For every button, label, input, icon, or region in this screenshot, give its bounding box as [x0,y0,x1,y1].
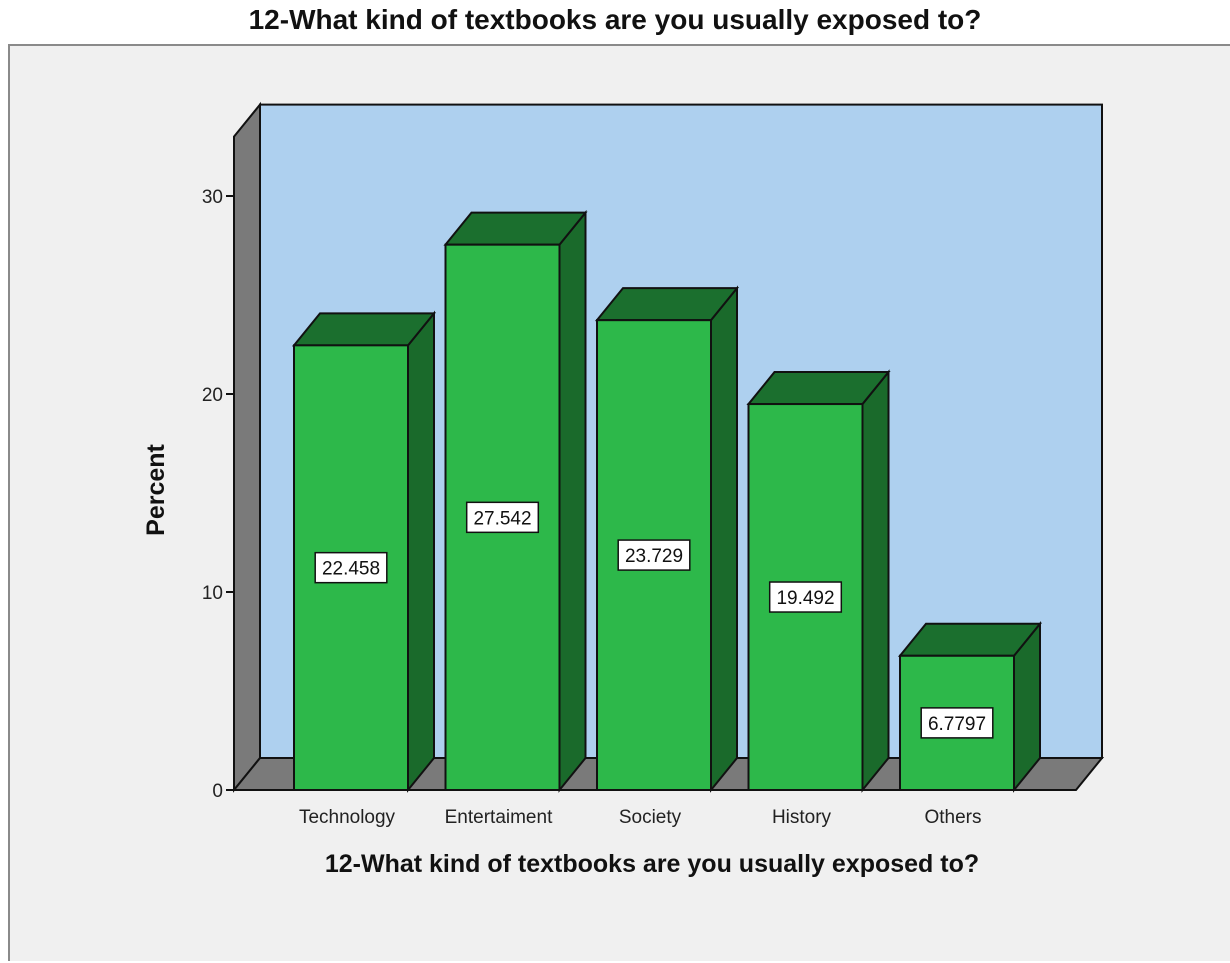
bar-chart: 0 10 20 30 22.458 27.542 23.729 19.492 6.7797 T… [10,46,1230,963]
chart-frame: 0 10 20 30 22.458 27.542 23.729 19.492 6.7797 T… [8,44,1230,961]
x-tick-label: Entertaiment [445,807,553,828]
data-label: 23.729 [625,546,683,567]
bar-others: 6.7797 [900,624,1040,790]
x-tick-label: Technology [299,807,396,828]
data-label: 19.492 [776,588,834,609]
data-label: 27.542 [473,508,531,529]
y-tick-label: 0 [212,781,223,802]
bar-top [294,313,434,345]
x-axis-label: 12-What kind of textbooks are you usuall… [325,850,979,878]
bar-technology: 22.458 [294,313,434,790]
data-label: 22.458 [322,559,380,580]
bar-society: 23.729 [597,288,737,790]
plot-left-wall [234,105,260,790]
data-label: 6.7797 [928,714,986,735]
y-axis-label: Percent [142,443,170,535]
bar-top [749,372,889,404]
bar-top [597,288,737,320]
bar-top [900,624,1040,656]
x-tick-label: Society [619,807,682,828]
bar-top [446,213,586,245]
x-axis-tick-labels: Technology Entertaiment Society History Othe… [299,807,982,828]
chart-title: 12-What kind of textbooks are you usuall… [0,4,1230,36]
bar-history: 19.492 [749,372,889,790]
bar-side [711,288,737,790]
y-axis-ticks: 0 10 20 30 [202,187,234,802]
bar-side [408,313,434,790]
x-tick-label: History [772,807,832,828]
y-tick-label: 30 [202,187,223,208]
bar-side [863,372,889,790]
bar-entertaiment: 27.542 [446,213,586,790]
x-tick-label: Others [924,807,981,828]
y-tick-label: 10 [202,583,223,604]
bar-side [560,213,586,790]
y-tick-label: 20 [202,385,223,406]
